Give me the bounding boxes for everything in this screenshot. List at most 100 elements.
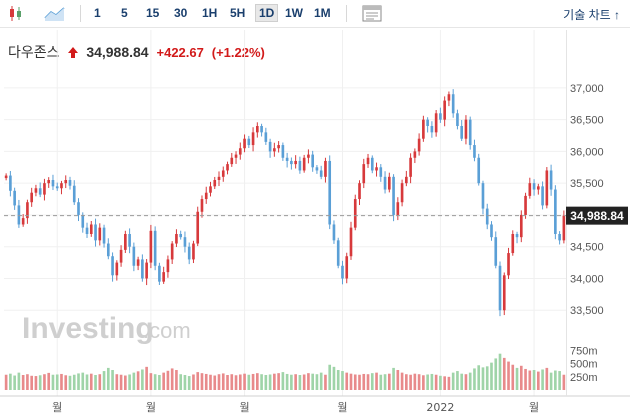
volume-bar	[213, 375, 217, 390]
candle	[524, 192, 527, 219]
volume-bar	[175, 370, 178, 390]
volume-bar	[132, 372, 136, 390]
candle	[447, 91, 451, 107]
volume-bar	[341, 371, 344, 390]
candle	[439, 107, 442, 123]
candle	[387, 172, 391, 193]
volume-bar	[362, 373, 366, 390]
volume-bar	[170, 368, 174, 390]
volume-bar	[77, 373, 80, 390]
price-change: +422.67	[156, 45, 204, 60]
volume-bar	[55, 374, 59, 390]
technical-chart-link[interactable]: 기술 차트 ↑	[563, 8, 620, 22]
candle	[477, 153, 481, 186]
candle	[277, 141, 280, 153]
candle	[375, 162, 378, 177]
timeframe-1w[interactable]: 1W	[285, 6, 303, 20]
volume-bar	[234, 375, 238, 390]
volume-bar	[13, 375, 16, 390]
volume-bar	[196, 372, 200, 390]
candle	[481, 180, 485, 215]
candle	[285, 152, 289, 168]
toolbar-separator	[80, 5, 81, 22]
volume-bar	[9, 373, 12, 390]
volume-bar	[264, 375, 268, 390]
volume-bar	[119, 374, 123, 390]
candle	[230, 152, 234, 167]
candle	[145, 259, 148, 286]
candle	[494, 231, 498, 269]
candle	[119, 245, 123, 267]
candle	[43, 178, 46, 201]
candle	[153, 226, 157, 271]
volume-bar	[477, 365, 481, 390]
volume-bar	[358, 374, 361, 390]
volume-bar	[217, 374, 221, 390]
volume-bar	[162, 372, 165, 390]
volume-bar	[47, 372, 51, 390]
candle	[507, 247, 510, 280]
time-tick-label: 월	[529, 401, 539, 414]
volume-bar	[68, 375, 72, 390]
grid-lines	[0, 30, 630, 397]
candle	[21, 214, 25, 227]
time-tick-label: 월	[239, 401, 249, 414]
time-tick-label: 월	[337, 401, 347, 414]
candle	[141, 254, 144, 282]
volume-bar	[89, 373, 93, 390]
timeframe-5[interactable]: 5	[121, 6, 128, 20]
candle	[443, 96, 446, 127]
volume-bar	[379, 374, 383, 390]
candle	[170, 241, 174, 264]
candle	[251, 127, 255, 152]
candle	[200, 195, 204, 218]
volume-bar	[490, 362, 493, 390]
timeframe-1[interactable]: 1	[94, 6, 101, 20]
timeframe-5h[interactable]: 5H	[230, 6, 246, 20]
volume-bar	[221, 373, 225, 390]
timeframe-30[interactable]: 30	[174, 6, 188, 20]
area-type-icon[interactable]	[44, 5, 66, 22]
volume-bar	[460, 373, 464, 390]
volume-bar	[26, 374, 29, 390]
price-tick-label: 37,000	[570, 83, 604, 95]
candle	[111, 252, 114, 282]
timeframe-1m[interactable]: 1M	[314, 6, 331, 20]
candle	[162, 266, 165, 284]
time-axis: 월 월 월 월 2022 월	[52, 401, 539, 414]
volume-bar	[141, 369, 144, 390]
candle	[77, 198, 80, 222]
last-price: 34,988.84	[86, 44, 149, 60]
instrument-name: 다우존스	[8, 44, 60, 60]
timeframe-15[interactable]: 15	[146, 6, 160, 20]
volume-bar	[85, 374, 89, 390]
candle	[328, 155, 332, 230]
volume-bar	[498, 353, 502, 390]
candle	[430, 121, 434, 138]
volume-bar	[434, 374, 438, 390]
volume-bar	[145, 366, 148, 390]
volume-tick-label: 750m	[570, 346, 598, 358]
volume-bar	[60, 373, 63, 390]
volume-bar	[81, 372, 85, 390]
volume-bar	[294, 374, 297, 390]
candlestick-type-icon[interactable]	[8, 5, 26, 22]
candle	[341, 260, 344, 285]
volume-bar	[443, 376, 446, 390]
volume-bar	[456, 371, 459, 390]
volume-bar	[528, 370, 532, 390]
timeframe-1d[interactable]: 1D	[255, 4, 279, 22]
volume-bar	[532, 370, 536, 390]
volume-bar	[98, 374, 102, 390]
volume-bar	[285, 373, 289, 390]
candle	[537, 183, 540, 195]
price-tick-label: 35,500	[570, 178, 604, 190]
candle	[183, 231, 187, 253]
volume-bar	[336, 370, 340, 390]
candle	[298, 156, 302, 174]
candle	[541, 181, 544, 210]
timeframe-1h[interactable]: 1H	[202, 6, 218, 20]
indicator-panel-icon[interactable]	[362, 5, 382, 22]
candle	[473, 139, 476, 162]
